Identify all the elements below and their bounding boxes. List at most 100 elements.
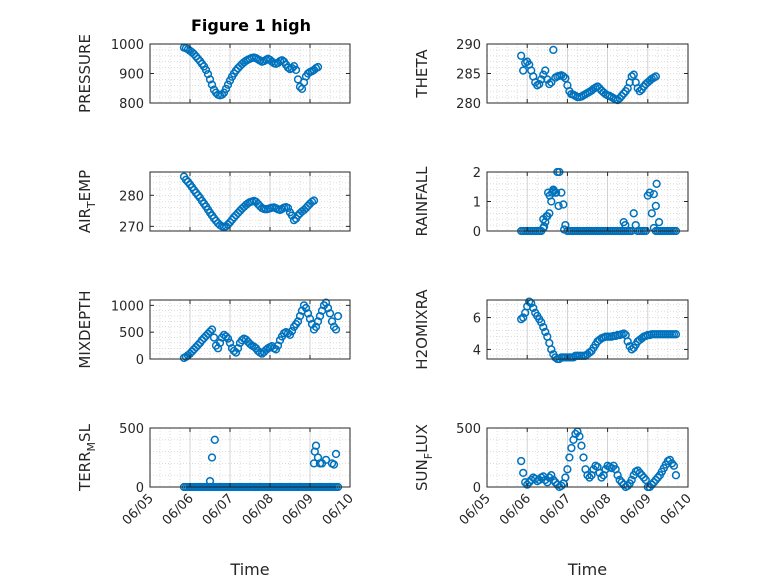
data-point <box>333 0 340 3</box>
y-axis-label: MIXDEPTH <box>76 290 94 368</box>
y-tick-label: 500 <box>119 422 144 437</box>
data-point <box>567 443 576 453</box>
data-point <box>669 0 676 3</box>
y-tick-label: 0 <box>136 481 144 496</box>
data-point <box>191 52 201 61</box>
data-point <box>327 317 337 326</box>
data-point <box>615 475 624 485</box>
data-point <box>551 353 560 362</box>
data-point <box>585 473 594 482</box>
data-point <box>579 453 588 462</box>
data-point <box>223 220 233 229</box>
subplot-air_temp: 270 280 AIRTEMP <box>76 0 351 235</box>
data-point <box>539 222 549 231</box>
data-point <box>309 196 319 205</box>
data-point <box>323 0 330 3</box>
data-point <box>651 72 660 81</box>
y-axis-label: RAINFALL <box>413 166 431 237</box>
data-point <box>325 0 332 3</box>
axes-background <box>150 428 350 487</box>
data-point <box>565 453 574 462</box>
data-point <box>313 0 320 3</box>
data-point <box>619 329 628 338</box>
subplot-pressure: 800 900 1000 PRESSURE <box>76 0 351 113</box>
data-point <box>554 201 563 211</box>
x-tick-label: 06/09 <box>280 491 317 528</box>
data-point <box>309 459 319 468</box>
data-point <box>627 475 636 485</box>
data-point <box>649 478 658 487</box>
data-point <box>665 0 672 3</box>
x-tick-label: 06/06 <box>497 491 534 528</box>
data-point <box>311 322 321 331</box>
x-tick-label: 06/09 <box>618 491 655 528</box>
data-point <box>319 0 326 3</box>
data-point <box>647 480 656 489</box>
data-point <box>635 468 644 477</box>
data-point <box>557 481 566 490</box>
data-point <box>529 303 538 313</box>
y-tick-label: 280 <box>456 97 481 112</box>
data-point <box>615 94 624 103</box>
axes-frame <box>149 171 351 232</box>
data-point <box>313 317 323 326</box>
data-point <box>583 471 592 480</box>
y-tick-label: 0 <box>136 353 144 368</box>
data-point <box>289 215 299 225</box>
data-point <box>325 0 332 3</box>
data-point <box>231 348 241 357</box>
data-point <box>519 66 528 75</box>
data-point <box>273 341 283 350</box>
data-point <box>181 175 191 184</box>
x-axis-label: Time <box>229 560 269 579</box>
subplot-mixdepth: 0 500 1000 MIXDEPTH <box>76 290 351 369</box>
data-point <box>595 468 604 477</box>
data-point <box>621 220 630 230</box>
data-point <box>221 332 231 341</box>
y-tick-label: 6 <box>473 312 481 327</box>
subplot-rainfall: 0 1 2 RAINFALL <box>413 166 689 240</box>
data-point <box>319 0 326 3</box>
y-tick-label: 4 <box>473 343 481 358</box>
axes-frame <box>486 427 689 488</box>
data-point <box>549 475 558 485</box>
subplot-terr_msl: 0 500 06/05 06/06 06/07 06/08 06/09 06/10 TERRMS… <box>76 422 357 579</box>
data-point <box>653 473 662 482</box>
data-point <box>327 0 334 3</box>
y-tick-label: 500 <box>119 326 144 341</box>
data-point <box>327 0 334 3</box>
y-tick-label: 285 <box>456 68 481 83</box>
data-point <box>331 325 341 334</box>
x-tick-label: 06/10 <box>320 491 357 528</box>
data-point <box>291 65 301 75</box>
series-pressure <box>179 0 340 100</box>
data-point <box>649 189 658 199</box>
data-point <box>563 465 572 474</box>
data-point <box>551 188 561 197</box>
data-point <box>517 51 526 60</box>
data-point <box>571 429 580 439</box>
data-point <box>321 0 328 3</box>
data-point <box>542 212 551 221</box>
data-point <box>207 80 217 89</box>
data-point <box>305 314 315 323</box>
x-tick-label: 06/08 <box>240 491 277 528</box>
y-axis-label: THETA <box>413 49 431 99</box>
data-point <box>333 311 343 321</box>
data-point <box>283 329 293 338</box>
y-tick-label: 1 <box>473 196 481 211</box>
data-point <box>283 203 293 213</box>
data-point <box>617 478 626 487</box>
subplot-theta: 280 285 290 THETA <box>413 0 689 112</box>
y-tick-label: 270 <box>119 220 144 235</box>
data-point <box>627 345 636 354</box>
data-point <box>658 0 665 3</box>
data-point <box>537 318 546 327</box>
data-point <box>656 0 663 3</box>
data-point <box>329 460 339 469</box>
data-point <box>205 476 215 486</box>
data-point <box>225 338 235 348</box>
data-point <box>551 478 560 487</box>
